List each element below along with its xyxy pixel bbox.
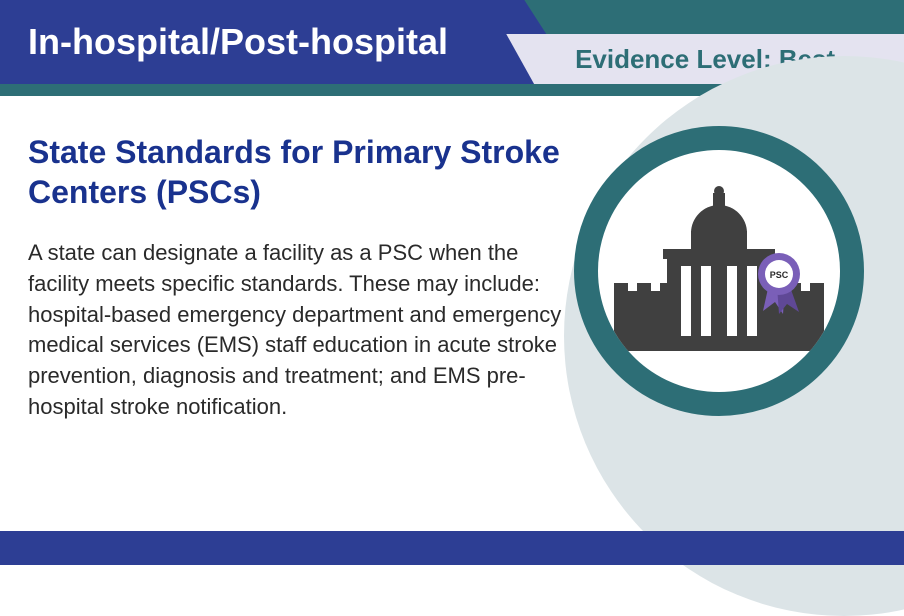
text-column: State Standards for Primary Stroke Cente…: [28, 132, 568, 531]
body-paragraph: A state can designate a facility as a PS…: [28, 238, 568, 423]
capitol-building-icon: PSC: [609, 171, 829, 371]
main-content: State Standards for Primary Stroke Cente…: [0, 96, 904, 531]
page-title: State Standards for Primary Stroke Cente…: [28, 132, 568, 212]
illustration-circle: PSC: [574, 126, 864, 416]
ribbon-badge-text: PSC: [770, 270, 789, 280]
footer-bar: [0, 531, 904, 565]
category-label: In-hospital/Post-hospital: [28, 21, 448, 63]
